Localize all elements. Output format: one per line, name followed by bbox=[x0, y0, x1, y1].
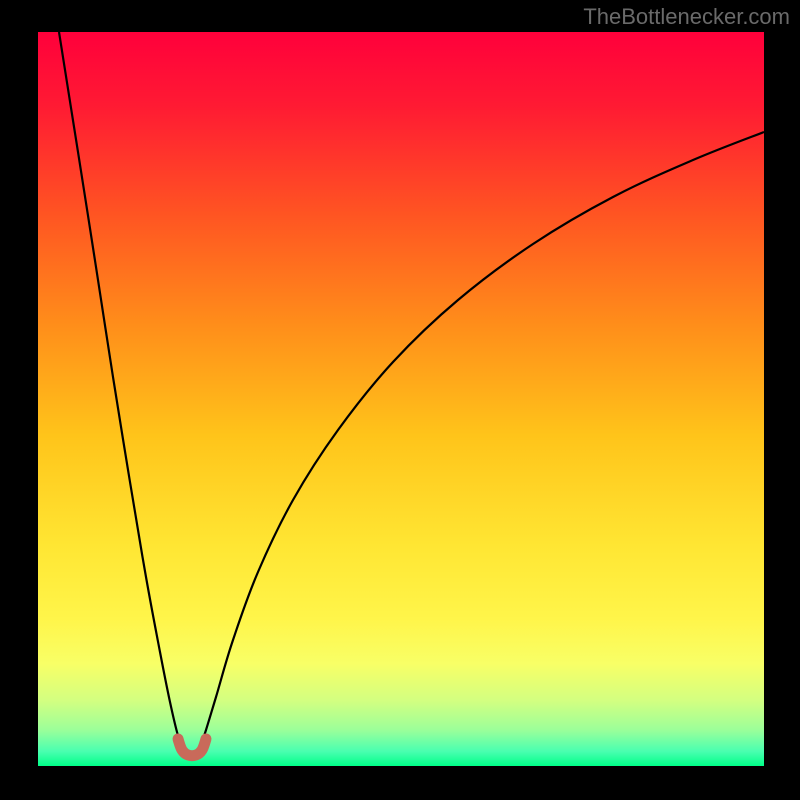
watermark-text: TheBottlenecker.com bbox=[583, 4, 790, 30]
chart-container: TheBottlenecker.com bbox=[0, 0, 800, 800]
curves-svg bbox=[38, 32, 764, 766]
plot-area bbox=[38, 32, 764, 766]
